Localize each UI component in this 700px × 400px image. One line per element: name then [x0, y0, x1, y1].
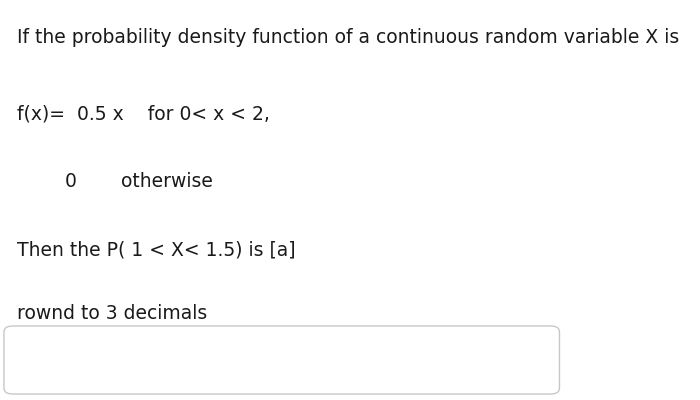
FancyBboxPatch shape: [4, 326, 559, 394]
Text: otherwise: otherwise: [121, 172, 213, 191]
Text: If the probability density function of a continuous random variable X is: If the probability density function of a…: [17, 28, 679, 47]
Text: rownd to 3 decimals: rownd to 3 decimals: [17, 304, 207, 323]
Text: f(x)=  0.5 x    for 0< x < 2,: f(x)= 0.5 x for 0< x < 2,: [17, 104, 270, 123]
Text: Then the P( 1 < X< 1.5) is [a]: Then the P( 1 < X< 1.5) is [a]: [17, 240, 295, 259]
Text: 0: 0: [65, 172, 77, 191]
